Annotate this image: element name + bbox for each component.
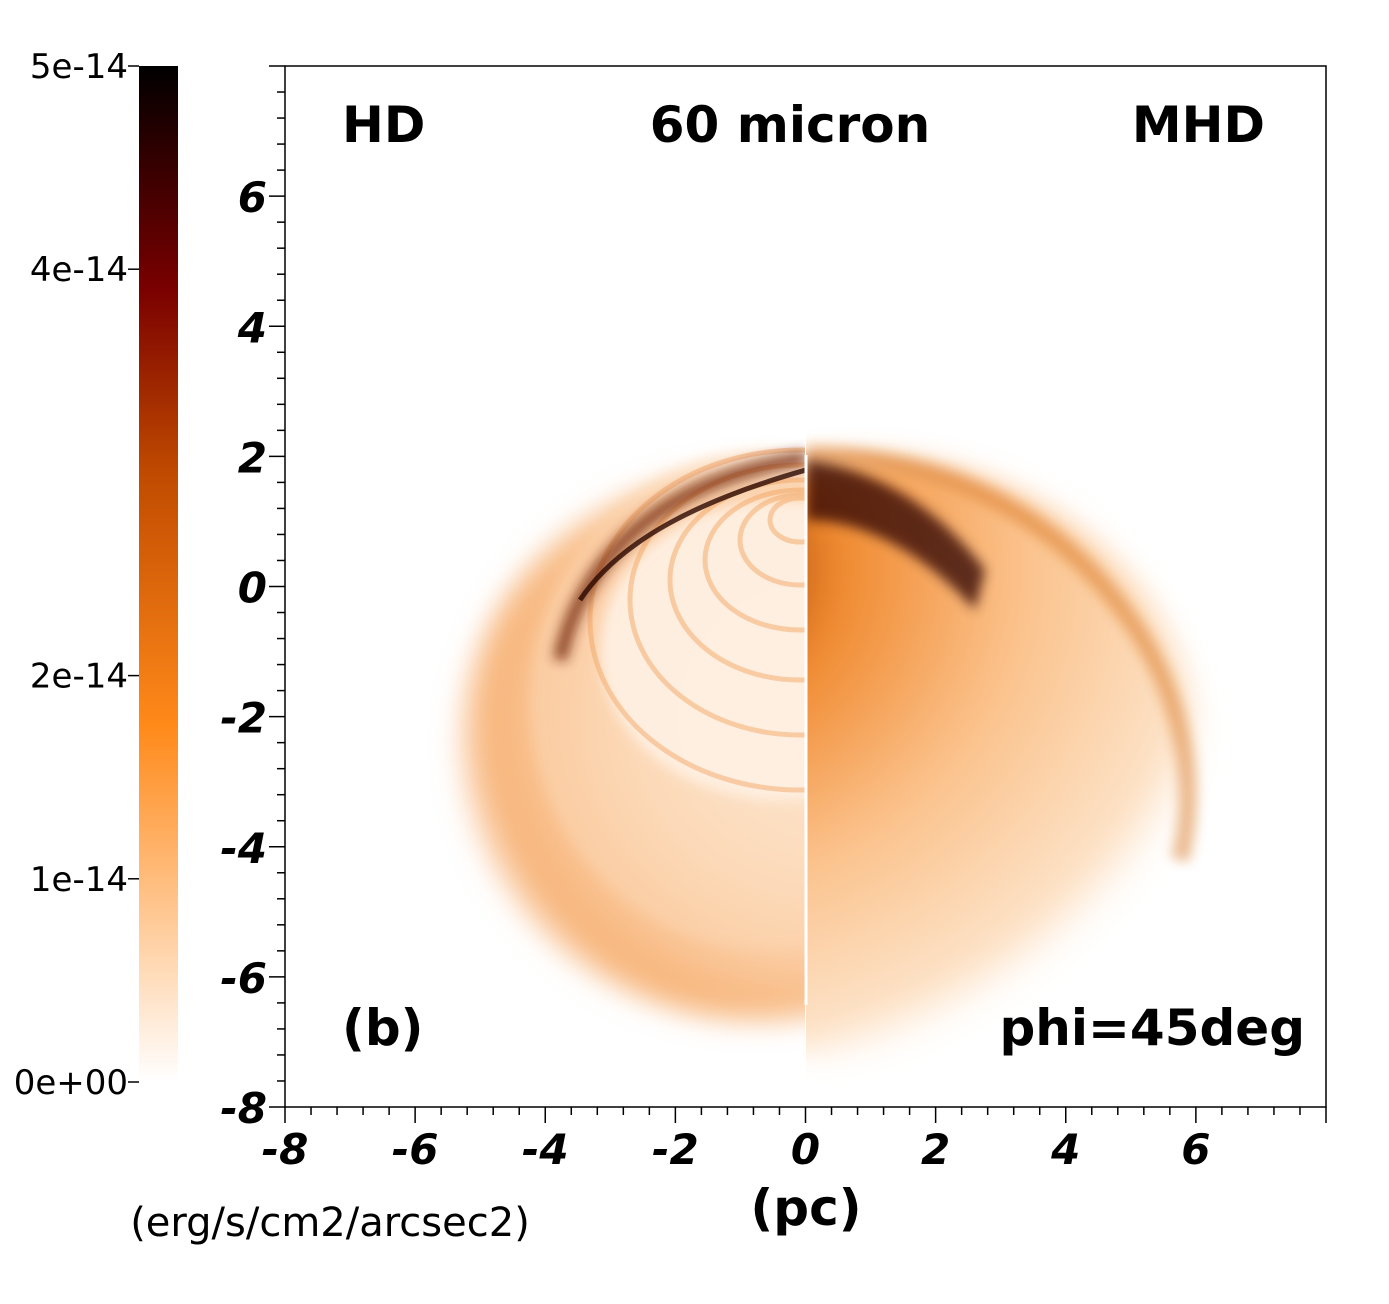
hd-bright-shock-arc-inner <box>577 467 805 602</box>
colorbar-tick-label: 0e+00 <box>14 1063 128 1103</box>
hd-emission-map <box>460 447 805 1020</box>
y-tick-label: -6 <box>220 954 267 1003</box>
x-tick-label: 6 <box>1181 1125 1210 1174</box>
chart-title: 60 micron <box>650 96 930 154</box>
label-panel-id: (b) <box>342 999 424 1057</box>
mhd-shell-outer <box>806 460 1200 1060</box>
x-tick-label: -4 <box>522 1125 569 1174</box>
hd-bright-shock-arc <box>553 451 805 662</box>
y-tick-label: -4 <box>220 824 267 873</box>
colorbar-unit: (erg/s/cm2/arcsec2) <box>130 1200 530 1246</box>
colorbar: 0e+00 1e-14 2e-14 4e-14 5e-14 (erg/s/cm2/arc… <box>14 47 530 1246</box>
colorbar-bar <box>139 66 178 1082</box>
x-tick-label: -2 <box>652 1125 699 1174</box>
label-angle: phi=45deg <box>1000 999 1306 1057</box>
x-axis-ticks: -8 -6 -4 -2 0 2 4 6 <box>262 1107 1327 1174</box>
mhd-emission-map <box>806 446 1200 1060</box>
label-hd: HD <box>342 96 425 154</box>
colorbar-ticks: 0e+00 1e-14 2e-14 4e-14 5e-14 <box>14 47 139 1103</box>
hd-ring <box>767 495 805 545</box>
x-axis-title: (pc) <box>750 1179 861 1237</box>
y-axis-ticks: -8 -6 -4 -2 0 2 4 6 <box>220 65 285 1133</box>
mhd-dark-cap <box>806 460 985 610</box>
hd-ring <box>702 487 805 633</box>
y-tick-label: 6 <box>238 173 267 222</box>
colorbar-tick-label: 2e-14 <box>30 657 128 697</box>
x-tick-label: 0 <box>791 1125 820 1174</box>
y-tick-label: 0 <box>238 564 267 613</box>
x-tick-label: 4 <box>1050 1125 1080 1174</box>
x-tick-label: 2 <box>921 1125 950 1174</box>
label-mhd: MHD <box>1132 96 1265 154</box>
plot-area: -8 -6 -4 -2 0 2 4 6 -8 -6 -4 -2 0 2 4 6 HD 60 micron M… <box>220 65 1327 1174</box>
hd-inner-cavity <box>600 500 805 800</box>
y-tick-label: -2 <box>220 694 267 743</box>
colorbar-tick-label: 4e-14 <box>30 250 128 290</box>
hd-ring <box>737 492 805 588</box>
hd-ring <box>667 477 805 683</box>
y-tick-label: 2 <box>238 433 267 482</box>
colorbar-tick-label: 1e-14 <box>30 860 128 900</box>
mhd-shell-edge <box>806 446 1197 863</box>
y-tick-label: 4 <box>237 303 267 352</box>
x-tick-label: -6 <box>392 1125 439 1174</box>
x-tick-label: -8 <box>262 1125 309 1174</box>
hd-ring <box>587 447 805 793</box>
colorbar-tick-label: 5e-14 <box>30 47 128 87</box>
y-tick-label: -8 <box>220 1084 267 1133</box>
